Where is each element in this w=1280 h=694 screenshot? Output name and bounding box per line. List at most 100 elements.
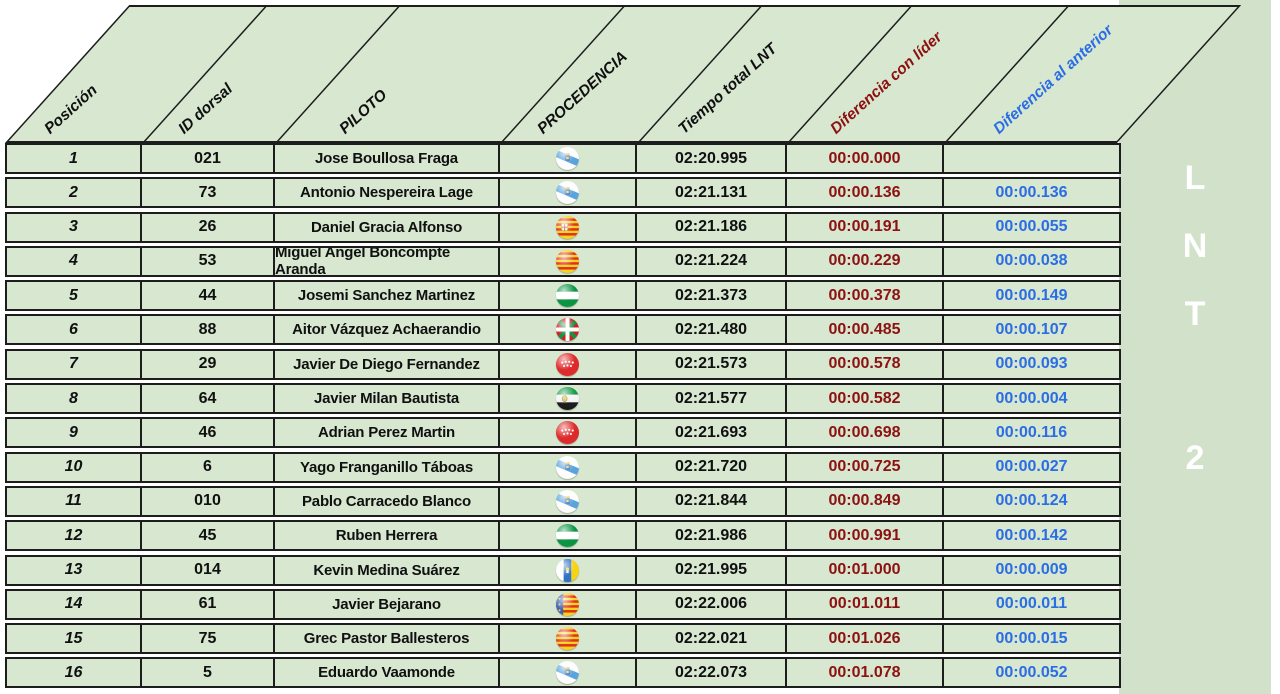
pilot-name-cell: Antonio Nespereira Lage <box>275 179 500 207</box>
side-panel-number: 2 <box>1185 439 1205 477</box>
table-row: 10 6 Yago Franganillo Táboas 02:21.720 0… <box>5 451 1121 483</box>
gap-to-leader-cell: 00:01.026 <box>787 625 944 653</box>
flag-madrid-icon <box>556 352 579 376</box>
position-cell: 4 <box>7 247 142 275</box>
total-time-cell: 02:21.573 <box>637 350 787 378</box>
bib-id-cell: 6 <box>142 453 275 481</box>
side-panel-letter-t: T <box>1184 295 1206 333</box>
pilot-name-cell: Eduardo Vaamonde <box>275 659 500 687</box>
flag-madrid-icon <box>556 421 579 445</box>
side-panel-letter-n: N <box>1182 227 1208 265</box>
flag-extremadura-icon <box>556 387 579 411</box>
table-row: 11 010 Pablo Carracedo Blanco 02:21.844 … <box>5 485 1121 517</box>
gap-to-leader-cell: 00:00.378 <box>787 282 944 310</box>
gap-to-leader-cell: 00:00.725 <box>787 453 944 481</box>
origin-flag-cell <box>500 316 637 344</box>
gap-to-leader-cell: 00:01.078 <box>787 659 944 687</box>
gap-to-leader-cell: 00:00.485 <box>787 316 944 344</box>
gap-to-leader-cell: 00:00.000 <box>787 145 944 172</box>
position-cell: 15 <box>7 625 142 653</box>
pilot-name-cell: Josemi Sanchez Martinez <box>275 282 500 310</box>
table-row: 9 46 Adrian Perez Martin 02:21.693 00:00… <box>5 417 1121 449</box>
bib-id-cell: 46 <box>142 419 275 447</box>
position-cell: 7 <box>7 350 142 378</box>
pilot-name-cell: Javier Bejarano <box>275 590 500 618</box>
position-cell: 10 <box>7 453 142 481</box>
total-time-cell: 02:22.073 <box>637 659 787 687</box>
total-time-cell: 02:21.131 <box>637 179 787 207</box>
origin-flag-cell <box>500 247 637 275</box>
total-time-cell: 02:21.693 <box>637 419 787 447</box>
gap-to-previous-cell: 00:00.038 <box>995 252 1068 270</box>
origin-flag-cell <box>500 453 637 481</box>
flag-andalucia-icon <box>556 284 579 308</box>
gap-to-previous-cell: 00:00.116 <box>995 423 1068 441</box>
bib-id-cell: 021 <box>142 145 275 172</box>
total-time-cell: 02:21.224 <box>637 247 787 275</box>
gap-to-previous-cell: 00:00.055 <box>995 218 1068 236</box>
gap-to-leader-cell: 00:00.136 <box>787 179 944 207</box>
origin-flag-cell <box>500 145 637 172</box>
position-cell: 11 <box>7 487 142 515</box>
position-cell: 2 <box>7 179 142 207</box>
pilot-name-cell: Ruben Herrera <box>275 522 500 550</box>
position-cell: 8 <box>7 385 142 413</box>
gap-to-previous-cell: 00:00.136 <box>995 183 1068 201</box>
position-cell: 13 <box>7 556 142 584</box>
flag-galicia-icon <box>556 489 579 513</box>
header-divider <box>638 7 762 141</box>
gap-to-previous-cell: 00:00.015 <box>995 629 1068 647</box>
pilot-name-cell: Grec Pastor Ballesteros <box>275 625 500 653</box>
results-table: 1 021 Jose Boullosa Fraga 02:20.995 00:0… <box>5 143 1121 692</box>
table-row: 4 53 Miguel Angel Boncompte Aranda 02:21… <box>5 245 1121 277</box>
pilot-name-cell: Adrian Perez Martin <box>275 419 500 447</box>
origin-flag-cell <box>500 487 637 515</box>
bib-id-cell: 29 <box>142 350 275 378</box>
gap-to-leader-cell: 00:00.582 <box>787 385 944 413</box>
flag-canarias-icon <box>556 558 579 582</box>
origin-flag-cell <box>500 625 637 653</box>
flag-galicia-icon <box>556 455 579 479</box>
table-row: 6 88 Aitor Vázquez Achaerandio 02:21.480… <box>5 314 1121 346</box>
table-row: 7 29 Javier De Diego Fernandez 02:21.573… <box>5 348 1121 380</box>
origin-flag-cell <box>500 350 637 378</box>
position-cell: 6 <box>7 316 142 344</box>
gap-to-leader-cell: 00:01.011 <box>787 590 944 618</box>
gap-to-previous-cell: 00:00.011 <box>995 595 1068 613</box>
position-cell: 5 <box>7 282 142 310</box>
position-cell: 1 <box>7 145 142 172</box>
pilot-name-cell: Aitor Vázquez Achaerandio <box>275 316 500 344</box>
gap-to-leader-cell: 00:00.849 <box>787 487 944 515</box>
header-divider <box>945 7 1069 141</box>
bib-id-cell: 014 <box>142 556 275 584</box>
flag-andalucia-icon <box>556 524 579 548</box>
total-time-cell: 02:21.373 <box>637 282 787 310</box>
flag-galicia-icon <box>556 181 579 205</box>
position-cell: 12 <box>7 522 142 550</box>
gap-to-previous-cell: 00:00.009 <box>995 561 1068 579</box>
flag-catalonia-icon <box>556 627 579 651</box>
origin-flag-cell <box>500 590 637 618</box>
pilot-name-cell: Javier De Diego Fernandez <box>275 350 500 378</box>
pilot-name-cell: Yago Franganillo Táboas <box>275 453 500 481</box>
origin-flag-cell <box>500 179 637 207</box>
position-cell: 16 <box>7 659 142 687</box>
origin-flag-cell <box>500 213 637 241</box>
gap-to-leader-cell: 00:00.698 <box>787 419 944 447</box>
origin-flag-cell <box>500 522 637 550</box>
flag-basque-icon <box>556 318 579 342</box>
origin-flag-cell <box>500 385 637 413</box>
gap-to-previous-cell: 00:00.142 <box>995 526 1068 544</box>
flag-aragon-icon <box>556 215 579 239</box>
total-time-cell: 02:22.021 <box>637 625 787 653</box>
table-row: 1 021 Jose Boullosa Fraga 02:20.995 00:0… <box>5 143 1121 174</box>
table-row: 5 44 Josemi Sanchez Martinez 02:21.373 0… <box>5 280 1121 312</box>
gap-to-leader-cell: 00:01.000 <box>787 556 944 584</box>
position-cell: 14 <box>7 590 142 618</box>
pilot-name-cell: Pablo Carracedo Blanco <box>275 487 500 515</box>
position-cell: 3 <box>7 213 142 241</box>
gap-to-previous-cell: 00:00.093 <box>995 355 1068 373</box>
bib-id-cell: 5 <box>142 659 275 687</box>
table-header-band <box>5 5 1242 143</box>
